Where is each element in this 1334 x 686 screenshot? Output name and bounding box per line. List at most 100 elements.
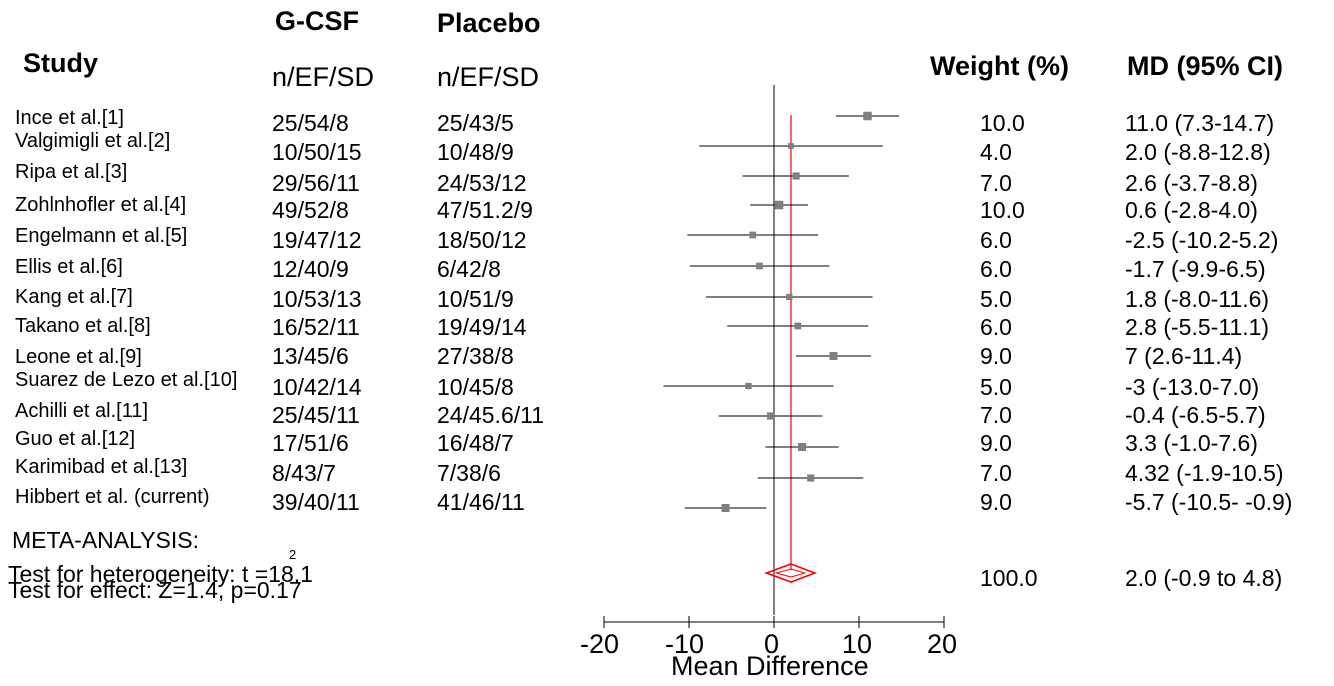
meta-analysis-label: META-ANALYSIS: (12, 527, 200, 553)
placebo-value: 41/46/11 (437, 489, 525, 515)
md-ci-value: -2.5 (-10.2-5.2) (1125, 227, 1279, 253)
weight-value: 7.0 (980, 402, 1012, 428)
heterogeneity-test: Test for heterogeneity: t =18.1 (8, 561, 313, 587)
md-header: MD (95% CI) (1127, 51, 1284, 81)
weight-value: 10.0 (980, 110, 1025, 136)
placebo-value: 47/51.2/9 (437, 197, 533, 223)
gcsf-value: 29/56/11 (272, 170, 360, 196)
placebo-value: 16/48/7 (437, 430, 514, 456)
effect-marker (774, 200, 784, 210)
study-name: Achilli et al.[11] (15, 400, 149, 422)
weight-header: Weight (%) (930, 51, 1069, 81)
study-name: Ripa et al.[3] (15, 161, 128, 183)
gcsf-value: 8/43/7 (272, 460, 336, 486)
placebo-value: 7/38/6 (437, 460, 501, 486)
gcsf-value: 49/52/8 (272, 197, 349, 223)
md-ci-value: 4.32 (-1.9-10.5) (1125, 460, 1284, 486)
md-ci-value: 11.0 (7.3-14.7) (1125, 110, 1275, 136)
effect-test: Test for effect: Z=1.4, p=0.17 (8, 577, 302, 603)
effect-marker (788, 143, 794, 149)
placebo-value: 10/48/9 (437, 139, 514, 165)
weight-value: 5.0 (980, 286, 1012, 312)
effect-marker (721, 503, 730, 513)
gcsf-value: 25/54/8 (272, 110, 349, 136)
placebo-value: 10/51/9 (437, 286, 514, 312)
weight-value: 6.0 (980, 256, 1012, 282)
study-name: Valgimigli et al.[2] (15, 130, 171, 152)
effect-marker (749, 231, 757, 239)
weight-value: 6.0 (980, 227, 1012, 253)
gcsf-value: 39/40/11 (272, 489, 360, 515)
pooled-md-ci: 2.0 (-0.9 to 4.8) (1125, 565, 1283, 591)
gcsf-value: 13/45/6 (272, 343, 349, 369)
md-ci-value: -3 (-13.0-7.0) (1125, 374, 1260, 400)
pooled-weight: 100.0 (980, 565, 1038, 591)
effect-marker (745, 382, 752, 390)
gcsf-value: 12/40/9 (272, 256, 349, 282)
study-name: Ellis et al.[6] (15, 256, 123, 278)
x-tick-label: 20 (927, 629, 958, 659)
effect-marker (794, 322, 802, 330)
weight-value: 7.0 (980, 460, 1012, 486)
study-name: Guo et al.[12] (15, 428, 136, 450)
effect-marker (756, 262, 763, 270)
md-ci-value: 1.8 (-8.0-11.6) (1125, 286, 1270, 312)
weight-value: 9.0 (980, 430, 1012, 456)
gcsf-value: 10/50/15 (272, 139, 362, 165)
study-name: Engelmann et al.[5] (15, 225, 188, 247)
x-tick-label: 0 (764, 629, 780, 659)
study-header: Study (23, 48, 99, 78)
weight-value: 9.0 (980, 489, 1012, 515)
placebo-value: 24/45.6/11 (437, 402, 545, 428)
study-name: Hibbert et al. (current) (15, 486, 210, 508)
effect-marker (786, 293, 793, 301)
gcsf-value: 10/53/13 (272, 286, 362, 312)
x-axis-label: Mean Difference (671, 651, 869, 681)
gcsf-value: 19/47/12 (272, 227, 362, 253)
effect-marker (807, 474, 815, 482)
study-name: Ince et al.[1] (15, 107, 124, 129)
group2-subheader: n/EF/SD (437, 62, 540, 92)
study-name: Takano et al.[8] (15, 315, 151, 337)
placebo-value: 24/53/12 (437, 170, 527, 196)
placebo-value: 19/49/14 (437, 314, 527, 340)
placebo-value: 27/38/8 (437, 343, 514, 369)
weight-value: 7.0 (980, 170, 1012, 196)
group1-subheader: n/EF/SD (272, 62, 375, 92)
x-tick-label: -10 (665, 629, 705, 659)
pooled-diamond-inner (774, 568, 807, 578)
x-tick-label: 10 (842, 629, 873, 659)
heterogeneity-superscript: 2 (289, 547, 297, 562)
group2-header: Placebo (437, 8, 541, 38)
study-name: Leone et al.[9] (15, 346, 142, 368)
weight-value: 4.0 (980, 139, 1012, 165)
md-ci-value: 3.3 (-1.0-7.6) (1125, 430, 1258, 456)
gcsf-value: 16/52/11 (272, 314, 360, 340)
x-tick-label: -20 (580, 629, 620, 659)
gcsf-value: 17/51/6 (272, 430, 349, 456)
effect-marker (792, 172, 800, 180)
md-ci-value: -0.4 (-6.5-5.7) (1125, 402, 1266, 428)
placebo-value: 18/50/12 (437, 227, 527, 253)
effect-marker (798, 442, 807, 452)
pooled-diamond (764, 563, 818, 583)
weight-value: 6.0 (980, 314, 1012, 340)
gcsf-value: 10/42/14 (272, 374, 362, 400)
placebo-value: 6/42/8 (437, 256, 501, 282)
md-ci-value: 7 (2.6-11.4) (1125, 343, 1243, 369)
md-ci-value: 2.8 (-5.5-11.1) (1125, 314, 1270, 340)
effect-marker (767, 412, 775, 420)
weight-value: 10.0 (980, 197, 1025, 223)
study-name: Karimibad et al.[13] (15, 456, 188, 478)
study-name: Suarez de Lezo et al.[10] (15, 369, 238, 391)
placebo-value: 25/43/5 (437, 110, 514, 136)
md-ci-value: 2.0 (-8.8-12.8) (1125, 139, 1271, 165)
placebo-value: 10/45/8 (437, 374, 514, 400)
md-ci-value: -1.7 (-9.9-6.5) (1125, 256, 1266, 282)
md-ci-value: -5.7 (-10.5- -0.9) (1125, 489, 1293, 515)
md-ci-value: 0.6 (-2.8-4.0) (1125, 197, 1258, 223)
effect-marker (829, 351, 838, 361)
study-name: Zohlnhofler et al.[4] (15, 194, 187, 216)
weight-value: 9.0 (980, 343, 1012, 369)
